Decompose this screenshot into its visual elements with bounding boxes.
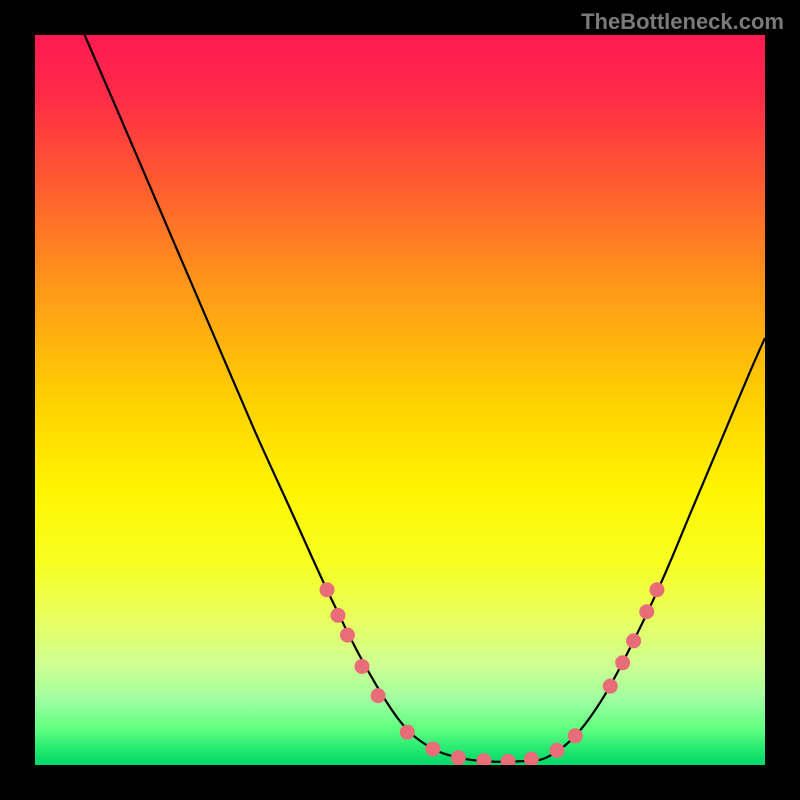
- data-marker: [549, 743, 564, 758]
- plot-area: [35, 35, 765, 765]
- plot-svg: [35, 35, 765, 765]
- data-marker: [425, 741, 440, 756]
- data-marker: [568, 728, 583, 743]
- data-marker: [626, 633, 641, 648]
- data-marker: [320, 582, 335, 597]
- data-marker: [355, 659, 370, 674]
- watermark: TheBottleneck.com: [581, 9, 784, 35]
- data-marker: [615, 655, 630, 670]
- data-marker: [639, 604, 654, 619]
- data-marker: [371, 688, 386, 703]
- data-marker: [603, 679, 618, 694]
- data-marker: [400, 725, 415, 740]
- chart-container: TheBottleneck.com: [0, 0, 800, 800]
- data-marker: [451, 750, 466, 765]
- data-marker: [340, 628, 355, 643]
- data-marker: [330, 608, 345, 623]
- gradient-background: [35, 35, 765, 765]
- data-marker: [649, 582, 664, 597]
